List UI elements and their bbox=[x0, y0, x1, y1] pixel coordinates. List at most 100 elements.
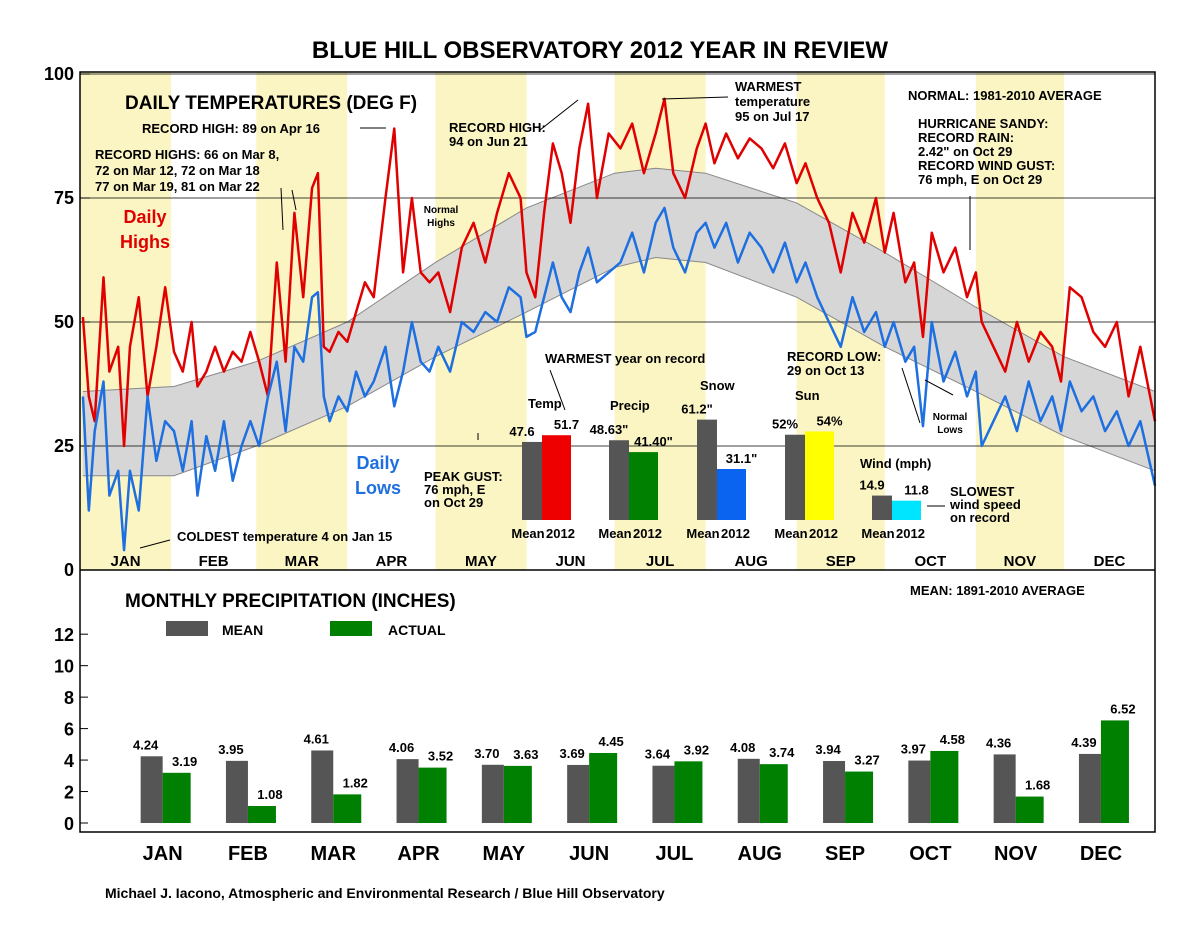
value-label: 4.45 bbox=[598, 734, 623, 749]
inset-bar bbox=[785, 434, 805, 520]
value-label: 3.92 bbox=[684, 742, 709, 757]
bar bbox=[225, 760, 248, 823]
inset-title: Temp bbox=[528, 396, 562, 411]
value-label: 3.74 bbox=[769, 745, 795, 760]
inset-value-label: 48.63" bbox=[590, 422, 629, 437]
inset-value-label: 47.6 bbox=[509, 424, 534, 439]
bar bbox=[1100, 720, 1129, 823]
bar bbox=[737, 758, 760, 823]
annotation: Normal bbox=[424, 205, 459, 216]
value-label: 6.52 bbox=[1110, 701, 1135, 716]
bar bbox=[674, 761, 703, 823]
inset-category: 2012 bbox=[809, 526, 838, 541]
value-label: 1.68 bbox=[1025, 778, 1050, 793]
value-label: 4.58 bbox=[940, 732, 965, 747]
month-label: NOV bbox=[1004, 553, 1037, 570]
x-tick-label: JUL bbox=[656, 843, 694, 865]
bar bbox=[503, 765, 532, 823]
inset-category: 2012 bbox=[546, 526, 575, 541]
legend-label: MEAN bbox=[222, 622, 263, 638]
bar bbox=[1078, 753, 1101, 823]
bar bbox=[993, 754, 1016, 823]
panel-title: DAILY TEMPERATURES (DEG F) bbox=[125, 93, 417, 114]
value-label: 3.69 bbox=[559, 746, 584, 761]
leader-line bbox=[291, 189, 297, 211]
month-label: FEB bbox=[199, 553, 229, 570]
value-label: 3.27 bbox=[854, 753, 879, 768]
annotation: 2.42" on Oct 29 bbox=[918, 144, 1012, 159]
normal-band bbox=[173, 361, 257, 477]
inset-title: Sun bbox=[795, 388, 820, 403]
value-label: 3.64 bbox=[645, 747, 671, 762]
bar bbox=[418, 767, 447, 823]
annotation: NORMAL: 1981-2010 AVERAGE bbox=[908, 88, 1102, 103]
month-label: AUG bbox=[734, 553, 767, 570]
annotation: 95 on Jul 17 bbox=[735, 109, 809, 124]
footer: Michael J. Iacono, Atmospheric and Envir… bbox=[105, 885, 665, 901]
month-label: APR bbox=[376, 553, 408, 570]
value-label: 4.24 bbox=[133, 737, 159, 752]
annotation: PEAK GUST: bbox=[424, 469, 503, 484]
series-label: Daily Lows bbox=[354, 453, 401, 498]
normal-band bbox=[526, 172, 615, 313]
inset-category: Mean bbox=[686, 526, 719, 541]
normal-lows-line bbox=[82, 257, 1156, 477]
inset-bar bbox=[805, 431, 834, 520]
annotation: WARMEST year on record bbox=[545, 351, 705, 366]
inset-category: Mean bbox=[861, 526, 894, 541]
x-tick-label: JAN bbox=[143, 843, 183, 865]
bar bbox=[396, 759, 419, 823]
x-tick-label: AUG bbox=[738, 843, 782, 865]
x-tick-label: MAR bbox=[310, 843, 356, 865]
value-label: 3.95 bbox=[218, 742, 243, 757]
x-tick-label: APR bbox=[397, 843, 440, 865]
inset-value-label: 11.8 bbox=[904, 483, 929, 498]
leader-line bbox=[280, 187, 284, 231]
annotation: RECORD LOW: bbox=[787, 349, 881, 364]
inset-category: 2012 bbox=[896, 526, 925, 541]
y-tick-label: 2 bbox=[64, 783, 74, 803]
inset-bar bbox=[629, 452, 658, 520]
inset-bar bbox=[872, 495, 892, 520]
annotation: Normal bbox=[933, 412, 968, 423]
annotation: Lows bbox=[937, 425, 963, 436]
normal-band bbox=[655, 167, 706, 263]
annotation: RECORD WIND GUST: bbox=[918, 158, 1055, 173]
inset-bar bbox=[892, 500, 921, 520]
month-label: DEC bbox=[1094, 553, 1126, 570]
month-label: JAN bbox=[111, 553, 141, 570]
inset-bar bbox=[609, 440, 629, 520]
annotation: on record bbox=[950, 510, 1010, 525]
inset-bar bbox=[717, 468, 746, 520]
inset-value-label: 41.40" bbox=[634, 434, 673, 449]
inset-category: 2012 bbox=[633, 526, 662, 541]
inset-value-label: 61.2" bbox=[681, 402, 712, 417]
value-label: 3.19 bbox=[172, 754, 197, 769]
chart-title: BLUE HILL OBSERVATORY 2012 YEAR IN REVIE… bbox=[312, 37, 888, 64]
inset-bar bbox=[542, 435, 571, 520]
annotation: temperature bbox=[735, 94, 810, 109]
month-label: SEP bbox=[826, 553, 856, 570]
x-tick-label: DEC bbox=[1080, 843, 1122, 865]
month-label: JUN bbox=[555, 553, 585, 570]
month-band bbox=[80, 72, 172, 570]
x-tick-label: NOV bbox=[994, 843, 1038, 865]
value-label: 3.94 bbox=[815, 742, 841, 757]
annotation: 76 mph, E bbox=[424, 482, 486, 497]
annotation: HURRICANE SANDY: bbox=[918, 116, 1048, 131]
y-tick-label: 12 bbox=[54, 625, 74, 645]
month-label: MAR bbox=[285, 553, 319, 570]
y-tick-label: 100 bbox=[44, 64, 74, 84]
y-tick-label: 10 bbox=[54, 657, 74, 677]
annotation: 76 mph, E on Oct 29 bbox=[918, 172, 1042, 187]
annotation: COLDEST temperature 4 on Jan 15 bbox=[177, 529, 392, 544]
value-label: 3.63 bbox=[513, 747, 538, 762]
bar bbox=[589, 752, 618, 823]
annotation: WARMEST bbox=[735, 79, 802, 94]
leader-line bbox=[549, 369, 566, 411]
x-tick-label: OCT bbox=[909, 843, 951, 865]
inset-title: Snow bbox=[700, 378, 736, 393]
value-label: 4.61 bbox=[304, 731, 329, 746]
annotation: RECORD HIGHS: 66 on Mar 8, bbox=[95, 147, 279, 162]
series-label: Daily Highs bbox=[119, 207, 170, 252]
